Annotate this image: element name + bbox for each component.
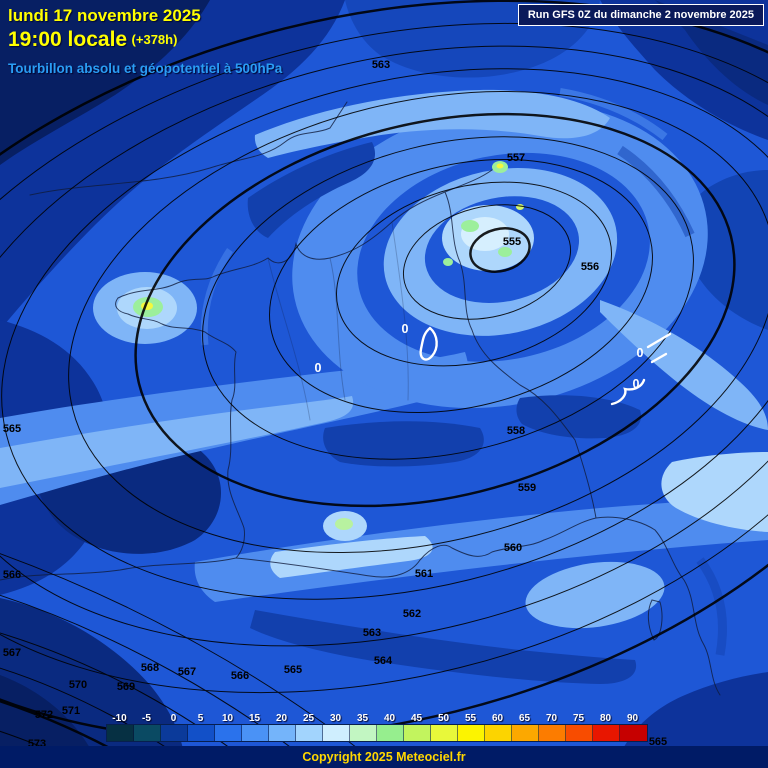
legend-color-box [539, 725, 566, 741]
forecast-time-row: 19:00 locale (+378h) [8, 28, 282, 52]
zero-vorticity-label: 0 [402, 322, 409, 336]
legend-color-box [323, 725, 350, 741]
geopotential-label: 560 [504, 542, 522, 554]
color-scale-legend: -10 -5 0 5 10 15 20 25 30 35 40 45 50 55 60 65 70 75 80 90 [106, 713, 648, 742]
legend-color-box [431, 725, 458, 741]
geopotential-label: 564 [374, 655, 393, 667]
geopotential-label: 568 [141, 662, 159, 674]
geopotential-label: 556 [581, 261, 599, 273]
geopotential-label: 565 [3, 423, 21, 435]
geopotential-label: 563 [363, 627, 381, 639]
zero-vorticity-label: 0 [315, 361, 322, 375]
zero-vorticity-label: 0 [633, 377, 640, 391]
legend-value: 35 [356, 713, 369, 724]
legend-color-box [188, 725, 215, 741]
legend-color-box [107, 725, 134, 741]
legend-color-box [458, 725, 485, 741]
legend-value: 90 [626, 713, 639, 724]
zero-vorticity-contours [419, 326, 672, 406]
geopotential-label: 569 [117, 681, 135, 693]
legend-value: 70 [545, 713, 558, 724]
legend-color-box [161, 725, 188, 741]
legend-value: 10 [221, 713, 234, 724]
run-info-box: Run GFS 0Z du dimanche 2 novembre 2025 [517, 4, 764, 26]
legend-color-box [350, 725, 377, 741]
geopotential-label: 567 [178, 666, 196, 678]
coastlines [0, 101, 721, 696]
legend-color-box [512, 725, 539, 741]
geopotential-label: 566 [231, 670, 249, 682]
legend-value: -5 [142, 713, 151, 724]
legend-color-box [377, 725, 404, 741]
geopotential-label: 567 [3, 647, 21, 659]
geopotential-label: 557 [507, 152, 525, 164]
legend-value: -10 [112, 713, 127, 724]
legend-color-box [485, 725, 512, 741]
legend-value: 0 [170, 713, 177, 724]
geopotential-label: 558 [507, 425, 525, 437]
geopotential-label: 561 [415, 568, 433, 580]
geopotential-label: 570 [69, 679, 87, 691]
legend-value: 50 [437, 713, 450, 724]
legend-value: 75 [572, 713, 585, 724]
forecast-time: 19:00 locale [8, 28, 128, 51]
geopotential-labels-layer: 5635575555565585595605615625635645655665… [3, 59, 667, 750]
legend-value: 60 [491, 713, 504, 724]
legend-colors-row [106, 724, 648, 742]
legend-value: 80 [599, 713, 612, 724]
geopotential-label: 565 [649, 736, 667, 748]
legend-value: 30 [329, 713, 342, 724]
map-parameter-title: Tourbillon absolu et géopotentiel à 500h… [8, 61, 283, 76]
legend-value: 15 [248, 713, 261, 724]
legend-color-box [593, 725, 620, 741]
legend-color-box [404, 725, 431, 741]
forecast-offset: (+378h) [131, 32, 178, 47]
zero-vorticity-label: 0 [637, 346, 644, 360]
legend-value: 40 [383, 713, 396, 724]
legend-value: 45 [410, 713, 423, 724]
legend-value: 55 [464, 713, 477, 724]
geopotential-label: 571 [62, 705, 80, 717]
legend-color-box [620, 725, 647, 741]
legend-value: 5 [197, 713, 204, 724]
geopotential-label: 566 [3, 569, 21, 581]
legend-color-box [566, 725, 593, 741]
legend-values-row: -10 -5 0 5 10 15 20 25 30 35 40 45 50 55 60 65 70 75 80 90 [106, 713, 648, 724]
legend-color-box [269, 725, 296, 741]
geopotential-label: 559 [518, 482, 536, 494]
geopotential-label: 563 [372, 59, 390, 71]
geopotential-label: 565 [284, 664, 302, 676]
legend-value: 65 [518, 713, 531, 724]
legend-color-box [134, 725, 161, 741]
legend-value: 25 [302, 713, 315, 724]
copyright-bar: Copyright 2025 Meteociel.fr [0, 746, 768, 768]
forecast-date: lundi 17 novembre 2025 [8, 6, 201, 25]
legend-color-box [242, 725, 269, 741]
map-header: lundi 17 novembre 2025 19:00 locale (+37… [8, 6, 282, 76]
legend-color-box [296, 725, 323, 741]
copyright-text: Copyright 2025 Meteociel.fr [302, 750, 466, 764]
legend-value: 20 [275, 713, 288, 724]
geopotential-label: 562 [403, 608, 421, 620]
geopotential-label: 572 [35, 709, 53, 721]
zero-vorticity-labels-layer: 0 0 0 0 [315, 322, 644, 391]
legend-color-box [215, 725, 242, 741]
geopotential-label: 555 [503, 236, 521, 248]
